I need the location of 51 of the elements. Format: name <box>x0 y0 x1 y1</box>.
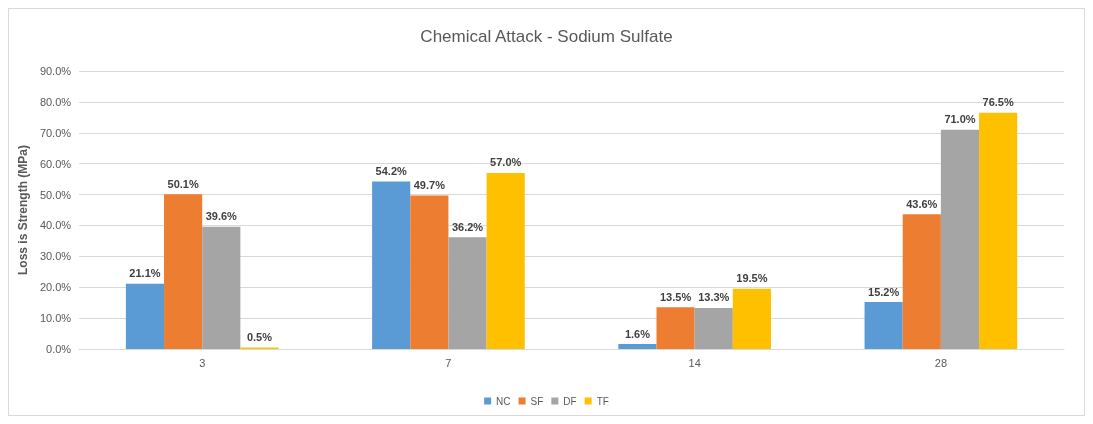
y-tick-label: 50.0% <box>39 188 72 201</box>
y-tick-label: 10.0% <box>39 312 72 325</box>
data-label: 36.2% <box>451 220 484 233</box>
bar <box>410 195 449 349</box>
bar <box>940 129 980 349</box>
y-tick-label: 0.0% <box>46 343 72 355</box>
legend-label: TF <box>596 395 609 407</box>
bar <box>979 112 1018 349</box>
bar <box>486 172 525 349</box>
y-tick-label: 20.0% <box>39 281 72 294</box>
data-label: 57.0% <box>490 156 522 169</box>
y-tick-label: 30.0% <box>39 250 72 263</box>
legend-label: SF <box>530 395 544 407</box>
bar <box>864 302 903 349</box>
data-label: 49.7% <box>413 178 446 191</box>
data-label: 39.6% <box>205 210 238 223</box>
data-label: 13.5% <box>659 290 692 303</box>
bar <box>202 226 241 349</box>
bar <box>656 307 695 349</box>
x-tick-label: 7 <box>445 356 452 369</box>
data-label: 21.1% <box>129 267 161 280</box>
x-tick-label: 28 <box>934 356 948 369</box>
data-label: 76.5% <box>982 96 1014 109</box>
data-label: 15.2% <box>868 285 900 298</box>
bar <box>372 181 411 349</box>
data-label: 71.0% <box>944 113 976 126</box>
bar <box>448 237 487 349</box>
bar <box>164 194 203 349</box>
legend-label: DF <box>563 395 577 407</box>
chart-title: Chemical Attack - Sodium Sulfate <box>420 27 673 46</box>
y-tick-label: 70.0% <box>39 126 72 139</box>
data-label: 1.6% <box>624 327 651 340</box>
data-label: 50.1% <box>167 177 199 190</box>
y-tick-label: 80.0% <box>39 95 72 108</box>
data-label: 19.5% <box>736 272 768 285</box>
data-label: 54.2% <box>375 165 407 178</box>
data-label: 13.3% <box>698 291 730 304</box>
bar <box>732 288 771 349</box>
bar <box>694 307 733 349</box>
y-tick-label: 90.0% <box>39 65 72 77</box>
legend-label: NC <box>496 395 511 407</box>
x-tick-label: 14 <box>688 356 701 369</box>
bar <box>125 283 165 349</box>
bar <box>618 344 657 349</box>
bar <box>902 214 941 349</box>
y-tick-label: 60.0% <box>39 157 72 170</box>
data-label: 43.6% <box>906 197 938 210</box>
data-label: 0.5% <box>246 330 273 343</box>
x-tick-label: 3 <box>199 356 206 369</box>
y-axis-title: Loss is Strength (MPa) <box>16 144 30 276</box>
y-tick-label: 40.0% <box>39 219 72 232</box>
